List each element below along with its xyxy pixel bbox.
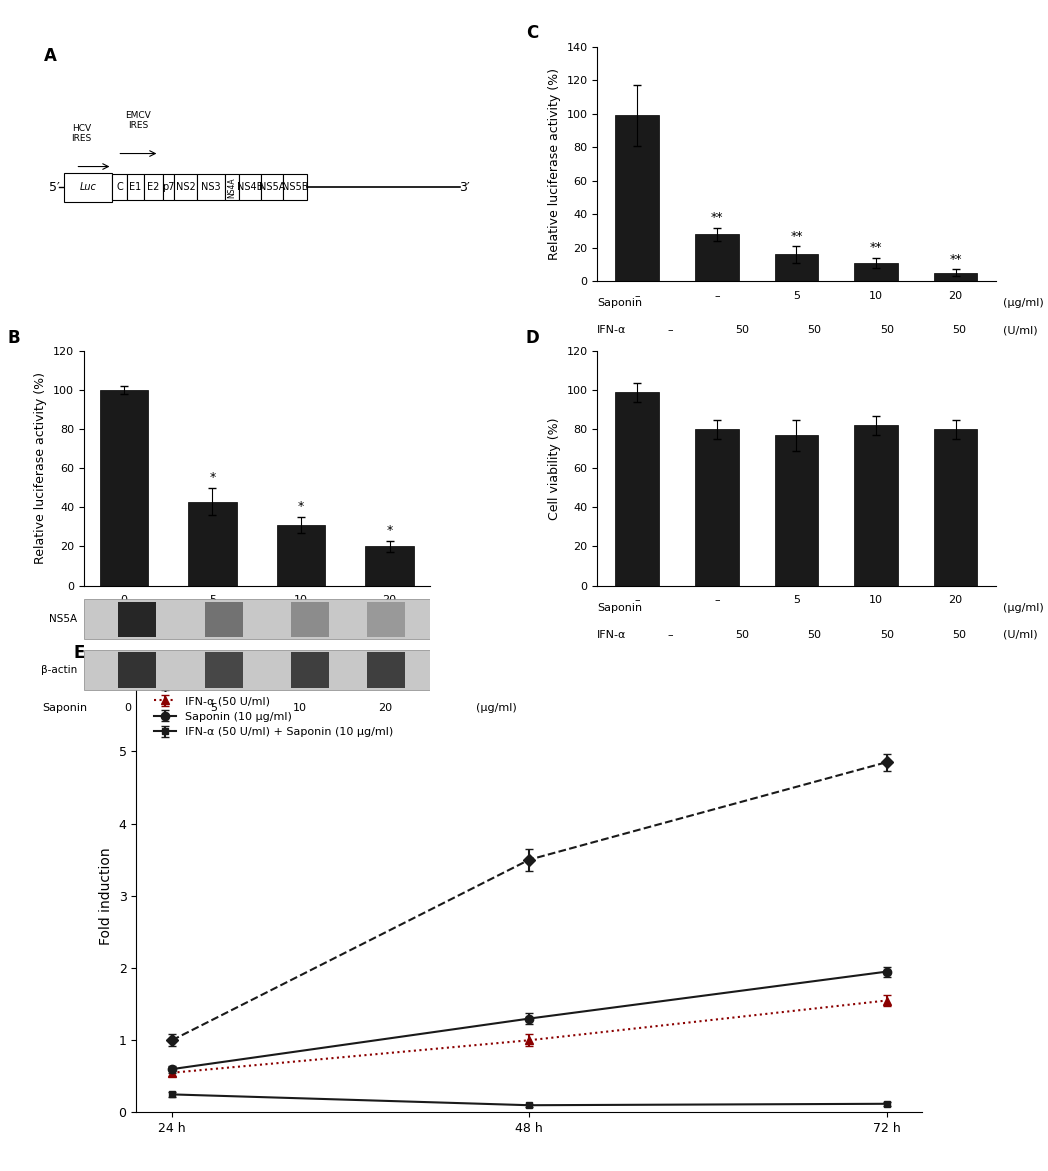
Bar	[291, 652, 329, 687]
Text: –: –	[667, 326, 673, 335]
Bar	[174, 174, 197, 200]
Text: Saponin: Saponin	[597, 603, 642, 612]
Bar	[291, 602, 329, 637]
Text: NS5A: NS5A	[49, 615, 77, 624]
Bar	[118, 652, 156, 687]
Text: IFN-α: IFN-α	[597, 630, 627, 639]
Bar	[615, 116, 659, 281]
Text: (μg/ml): (μg/ml)	[1003, 299, 1044, 308]
Bar	[934, 273, 978, 281]
Bar	[162, 174, 174, 200]
Text: 50: 50	[736, 326, 749, 335]
Bar	[854, 425, 898, 586]
Text: E1: E1	[129, 183, 141, 192]
Text: 5′: 5′	[49, 180, 60, 194]
Text: 10: 10	[292, 704, 307, 713]
Bar	[189, 501, 237, 586]
Text: *: *	[298, 500, 304, 513]
Text: 5: 5	[211, 704, 217, 713]
Bar	[112, 174, 127, 200]
Text: NS5A: NS5A	[259, 183, 285, 192]
Text: p7: p7	[162, 183, 175, 192]
Bar	[615, 392, 659, 586]
Text: **: **	[870, 241, 882, 254]
Text: 0: 0	[125, 704, 131, 713]
Bar	[239, 174, 261, 200]
Text: (U/ml): (U/ml)	[1003, 630, 1038, 639]
Text: **: **	[790, 230, 803, 242]
Text: 50: 50	[808, 630, 822, 639]
Text: 50: 50	[736, 630, 749, 639]
Text: B: B	[7, 329, 20, 347]
Text: A: A	[44, 47, 57, 64]
Bar	[774, 436, 818, 586]
Y-axis label: Fold induction: Fold induction	[99, 847, 113, 945]
Y-axis label: Relative luciferase activity (%): Relative luciferase activity (%)	[548, 68, 561, 260]
Bar	[118, 602, 156, 637]
Text: HCV
IRES: HCV IRES	[71, 124, 92, 143]
Text: *: *	[210, 471, 216, 484]
Text: *: *	[387, 523, 393, 536]
Bar	[64, 173, 112, 201]
Y-axis label: Cell viability (%): Cell viability (%)	[548, 417, 561, 520]
Text: **: **	[949, 253, 962, 266]
Legend: Nontreated, IFN-α (50 U/ml), Saponin (10 μg/ml), IFN-α (50 U/ml) + Saponin (10 μ: Nontreated, IFN-α (50 U/ml), Saponin (10…	[150, 676, 398, 741]
Text: Saponin: Saponin	[42, 704, 87, 713]
Text: NS4A: NS4A	[227, 177, 237, 198]
Bar	[144, 174, 162, 200]
Text: 20: 20	[378, 704, 393, 713]
Y-axis label: Relative luciferase activity (%): Relative luciferase activity (%)	[35, 372, 47, 564]
Text: NS2: NS2	[176, 183, 196, 192]
Text: C: C	[526, 25, 538, 42]
Text: (μg/ml): (μg/ml)	[476, 704, 517, 713]
Bar	[100, 390, 148, 586]
Bar	[695, 234, 739, 281]
Bar	[934, 430, 978, 586]
Bar	[277, 525, 325, 586]
Bar	[695, 430, 739, 586]
Text: **: **	[711, 211, 723, 224]
Text: D: D	[526, 329, 540, 347]
Text: (μg/ml): (μg/ml)	[1003, 603, 1044, 612]
Text: Luc: Luc	[80, 183, 96, 192]
Text: EMCV
IRES: EMCV IRES	[126, 111, 151, 130]
Text: 50: 50	[953, 326, 966, 335]
Text: 50: 50	[880, 326, 894, 335]
Bar	[774, 254, 818, 281]
Text: E2: E2	[147, 183, 159, 192]
Bar	[283, 174, 307, 200]
Text: 50: 50	[953, 630, 966, 639]
Text: 3′: 3′	[459, 180, 470, 194]
Text: 50: 50	[808, 326, 822, 335]
Text: NS3: NS3	[201, 183, 221, 192]
Text: NS5B: NS5B	[282, 183, 308, 192]
Bar	[205, 652, 243, 687]
Text: 50: 50	[880, 630, 894, 639]
Text: IFN-α: IFN-α	[597, 326, 627, 335]
Text: (U/ml): (U/ml)	[1003, 326, 1038, 335]
Bar	[854, 262, 898, 281]
Bar	[197, 174, 224, 200]
Text: Saponin: Saponin	[597, 299, 642, 308]
Text: NS4B: NS4B	[237, 183, 263, 192]
Text: –: –	[667, 630, 673, 639]
Bar	[368, 602, 406, 637]
Bar	[127, 174, 144, 200]
Bar	[224, 174, 239, 200]
Bar	[368, 652, 406, 687]
Bar	[366, 547, 414, 586]
Bar	[261, 174, 283, 200]
Text: E: E	[73, 644, 85, 662]
Text: β-actin: β-actin	[41, 665, 77, 674]
Text: C: C	[116, 183, 123, 192]
Bar	[205, 602, 243, 637]
